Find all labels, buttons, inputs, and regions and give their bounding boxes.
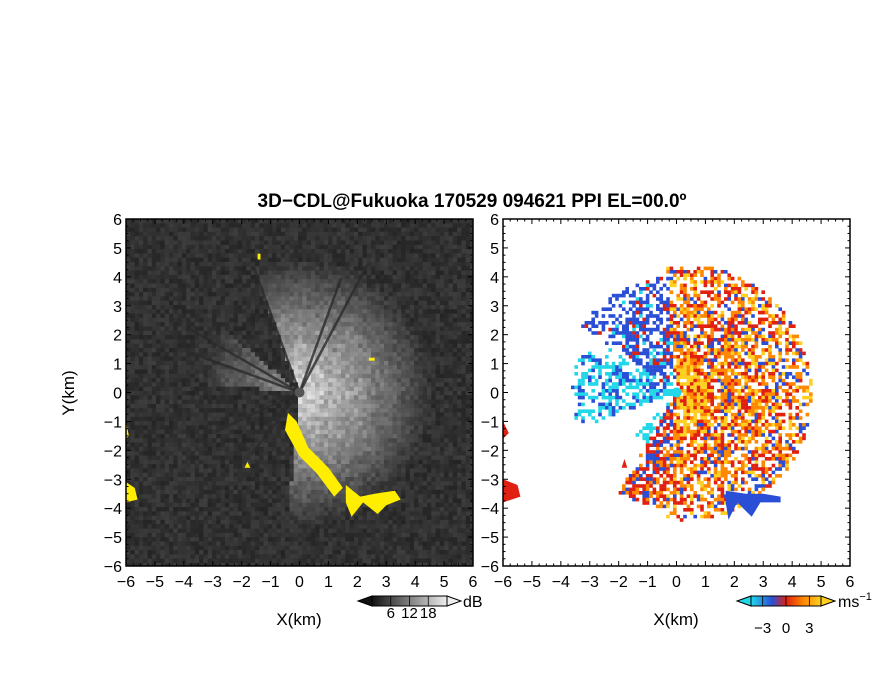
y-tick-label: 3 (490, 299, 499, 316)
colorbar-tick-label: −3 (754, 620, 771, 637)
clutter-patch (345, 485, 401, 517)
y-tick-label: 1 (113, 357, 122, 374)
colorbar-tick-label: 3 (805, 620, 813, 637)
velocity-colorbar-left-extend (735, 595, 752, 607)
y-tick-label: −4 (481, 501, 499, 518)
y-tick-label: 5 (113, 241, 122, 258)
reflectivity-axes: −6 −5 −4 −3 −2 −1 0 1 2 3 4 5 6 6 5 4 3 2 1 0 −1 −2 −3 −4 −5 −6 (104, 212, 478, 591)
shadow-beam (190, 351, 300, 394)
x-tick-label: −6 (494, 574, 512, 591)
y-tick-label: −5 (481, 530, 499, 547)
colorbar-tick-label: 6 (387, 605, 395, 622)
y-tick-label: −2 (104, 443, 122, 460)
x-tick-label: 1 (324, 574, 333, 591)
x-tick-label: −4 (552, 574, 570, 591)
shadow-beam (252, 267, 301, 393)
velocity-colorbar: −3 0 3 ms−1 (735, 591, 872, 637)
x-tick-label: 2 (353, 574, 362, 591)
clutter-patch (725, 490, 781, 520)
x-tick-label: 1 (701, 574, 710, 591)
velocity-xlabel: X(km) (653, 610, 698, 629)
y-tick-label: −5 (104, 530, 122, 547)
reflectivity-ylabel: Y(km) (59, 370, 78, 415)
y-tick-label: 0 (113, 386, 122, 403)
x-tick-label: −1 (261, 574, 279, 591)
x-tick-label: 4 (788, 574, 797, 591)
x-tick-label: −1 (638, 574, 656, 591)
x-tick-label: −4 (175, 574, 193, 591)
clutter-patch (503, 479, 521, 503)
x-tick-label: −2 (233, 574, 251, 591)
reflectivity-colorbar-left-extend (356, 595, 373, 607)
y-tick-label: 3 (113, 299, 122, 316)
x-tick-label: −3 (581, 574, 599, 591)
x-tick-label: 5 (817, 574, 826, 591)
shadow-beam (250, 391, 301, 455)
shadow-beam (298, 277, 343, 393)
x-tick-label: −6 (117, 574, 135, 591)
y-tick-label: 2 (490, 328, 499, 345)
x-tick-label: 3 (759, 574, 768, 591)
y-tick-label: −4 (104, 501, 122, 518)
velocity-colorbar-right-extend (820, 595, 837, 607)
y-tick-label: 6 (490, 212, 499, 229)
colorbar-tick-label: 18 (420, 605, 437, 622)
x-tick-label: 4 (411, 574, 420, 591)
colorbar-tick-label: 12 (401, 605, 418, 622)
y-tick-label: 4 (490, 270, 499, 287)
y-tick-label: −3 (104, 472, 122, 489)
y-tick-label: 0 (490, 386, 499, 403)
radar-center (671, 387, 682, 398)
y-tick-label: −6 (104, 559, 122, 576)
reflectivity-field (126, 219, 473, 566)
y-tick-label: −2 (481, 443, 499, 460)
reflectivity-colorbar: 6 12 18 dB (356, 594, 483, 622)
velocity-field (503, 266, 813, 522)
velocity-colorbar-unit: ms−1 (838, 591, 872, 611)
clutter-patch (368, 357, 375, 361)
x-tick-label: 3 (382, 574, 391, 591)
x-tick-label: −2 (610, 574, 628, 591)
clutter-patch (285, 412, 343, 497)
x-tick-label: 2 (730, 574, 739, 591)
velocity-colorbar-unit-sup: −1 (859, 591, 872, 603)
x-tick-label: 0 (672, 574, 681, 591)
x-tick-label: −3 (204, 574, 222, 591)
reflectivity-xlabel: X(km) (276, 610, 321, 629)
shadow-beam (186, 326, 301, 394)
x-tick-label: −5 (523, 574, 541, 591)
y-tick-label: −1 (481, 414, 499, 431)
y-tick-label: 4 (113, 270, 122, 287)
colorbar-tick-label: 0 (782, 620, 790, 637)
y-tick-label: −6 (481, 559, 499, 576)
reflectivity-colorbar-right-extend (446, 595, 463, 607)
x-tick-label: 6 (469, 574, 478, 591)
y-tick-label: −3 (481, 472, 499, 489)
reflectivity-colorbar-unit: dB (463, 594, 483, 611)
x-tick-label: −5 (146, 574, 164, 591)
y-tick-label: 2 (113, 328, 122, 345)
clutter-patch (257, 253, 261, 260)
radar-center (294, 387, 305, 398)
clutter-patch (126, 482, 138, 503)
shadow-beam (298, 264, 369, 394)
figure-title: 3D−CDL@Fukuoka 170529 094621 PPI EL=00.0… (258, 191, 687, 212)
velocity-panel: −6 −5 −4 −3 −2 −1 0 1 2 3 4 5 6 6 5 4 3 2 1 0 −1 −2 −3 −4 −5 −6 X… (481, 212, 855, 629)
x-tick-label: 6 (846, 574, 855, 591)
clutter-patch (244, 461, 251, 468)
x-tick-label: 5 (440, 574, 449, 591)
shadow-beam (215, 391, 301, 433)
y-tick-label: −1 (104, 414, 122, 431)
velocity-axes: −6 −5 −4 −3 −2 −1 0 1 2 3 4 5 6 6 5 4 3 2 1 0 −1 −2 −3 −4 −5 −6 (481, 212, 855, 591)
y-tick-label: 5 (490, 241, 499, 258)
y-tick-label: 6 (113, 212, 122, 229)
y-tick-label: 1 (490, 357, 499, 374)
x-tick-label: 0 (295, 574, 304, 591)
clutter-patch (503, 421, 509, 439)
clutter-patch (621, 459, 628, 468)
